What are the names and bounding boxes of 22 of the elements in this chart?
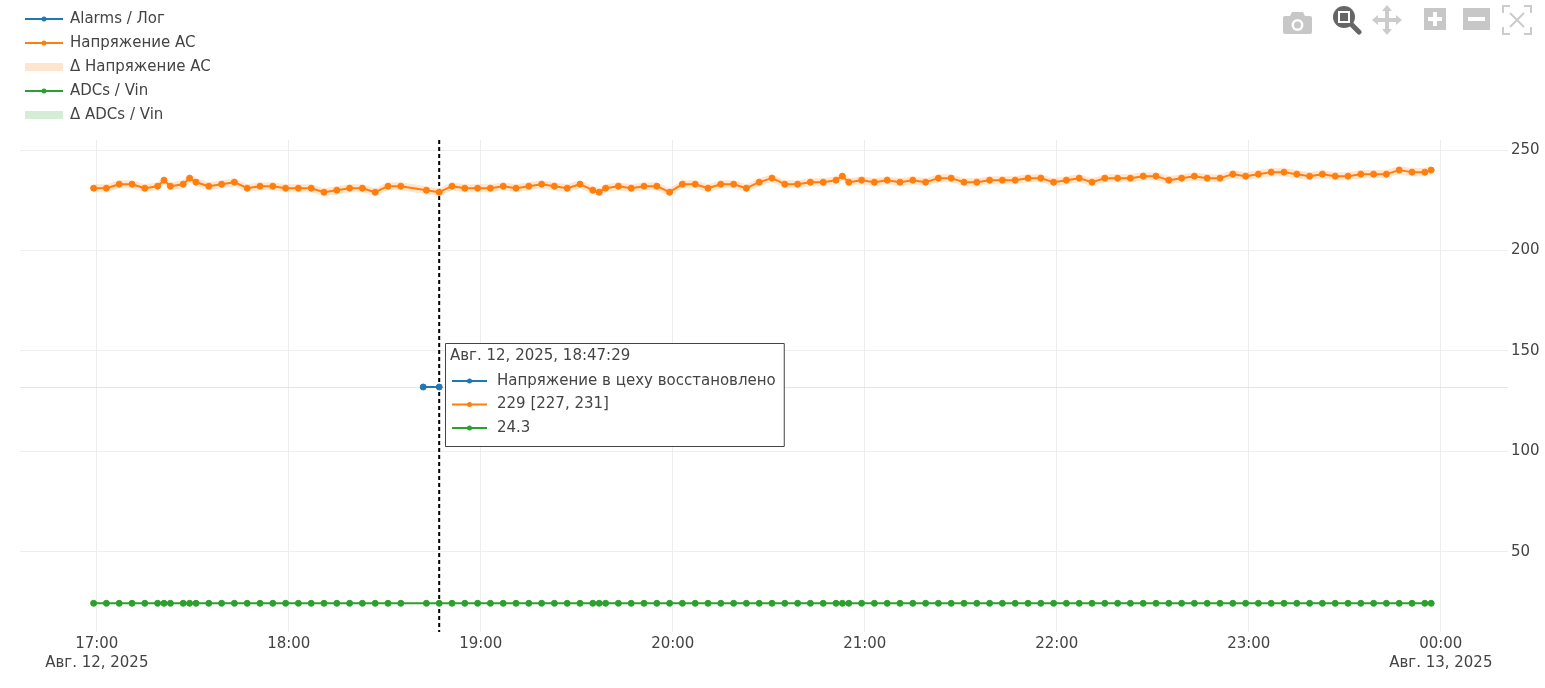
y-tick-label: 200: [1511, 240, 1540, 259]
x-tick-label: 19:00: [459, 634, 503, 653]
legend-label: Alarms / Лог: [70, 8, 165, 27]
y-tick-label: 100: [1511, 441, 1540, 460]
legend-label: Δ Напряжение AC: [70, 56, 211, 75]
x-tick-label: 17:00 Авг. 12, 2025: [45, 634, 149, 672]
x-tick-label: 23:00: [1227, 634, 1271, 653]
legend-label: Напряжение AC: [70, 32, 196, 51]
annotation: Напряжение в цеху восстановлено: [497, 370, 776, 389]
x-tick-label: 18:00: [267, 634, 311, 653]
x-tick-label: 21:00: [843, 634, 887, 653]
legend-label: Δ ADCs / Vin: [70, 104, 164, 123]
y-tick-label: 150: [1511, 340, 1540, 359]
x-tick-label: 20:00: [651, 634, 695, 653]
x-tick-label: 22:00: [1035, 634, 1079, 653]
annotation: 229 [227, 231]: [497, 394, 609, 413]
legend-label: ADCs / Vin: [70, 80, 149, 99]
annotation: 24.3: [497, 417, 531, 436]
y-tick-label: 50: [1511, 541, 1531, 560]
y-tick-label: 250: [1511, 139, 1540, 158]
annotation: Авг. 12, 2025, 18:47:29: [450, 345, 631, 364]
x-tick-label: 00:00 Авг. 13, 2025: [1389, 634, 1493, 672]
